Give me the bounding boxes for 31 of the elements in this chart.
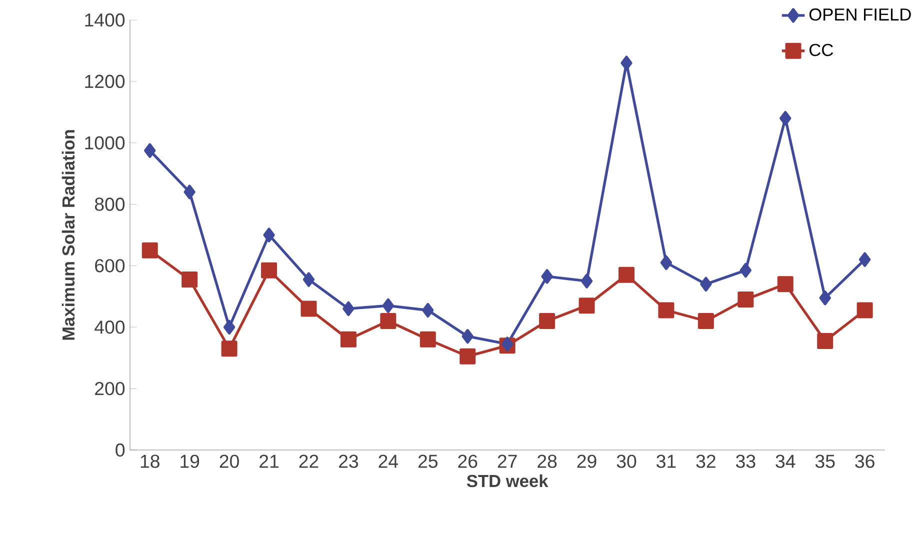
x-tick-label: 18 [140,454,160,468]
x-tick-label: 36 [855,454,874,468]
x-axis-title: STD week [466,474,548,488]
legend-label: OPEN FIELD [809,8,911,21]
y-axis-title: Maximum Solar Radiation [62,130,75,340]
y-tick-label: 800 [94,198,125,211]
x-tick-label: 19 [180,454,200,468]
x-tick-label: 29 [577,454,596,468]
x-tick-label: 27 [498,454,517,468]
legend-label: CC [810,44,834,56]
x-tick-label: 32 [696,454,716,468]
x-tick-label: 21 [260,454,278,468]
y-tick-label: 1000 [85,136,125,150]
y-tick-label: 400 [94,320,125,334]
x-tick-label: 20 [220,454,239,468]
y-tick-label: 200 [95,382,125,396]
x-tick-label: 30 [616,454,636,468]
x-tick-label: 33 [736,454,756,468]
y-tick-label: 1400 [85,13,125,27]
y-tick-label: 0 [116,443,125,457]
x-tick-label: 25 [418,454,438,468]
y-tick-label: 1200 [85,74,125,88]
x-tick-label: 26 [458,454,478,468]
x-tick-label: 31 [656,454,676,468]
x-tick-label: 28 [538,454,557,468]
x-tick-label: 34 [776,454,796,468]
x-tick-label: 35 [815,454,835,468]
x-tick-label: 23 [339,454,358,468]
x-tick-label: 24 [378,454,398,468]
x-tick-label: 22 [299,454,318,468]
y-tick-label: 600 [95,259,125,272]
